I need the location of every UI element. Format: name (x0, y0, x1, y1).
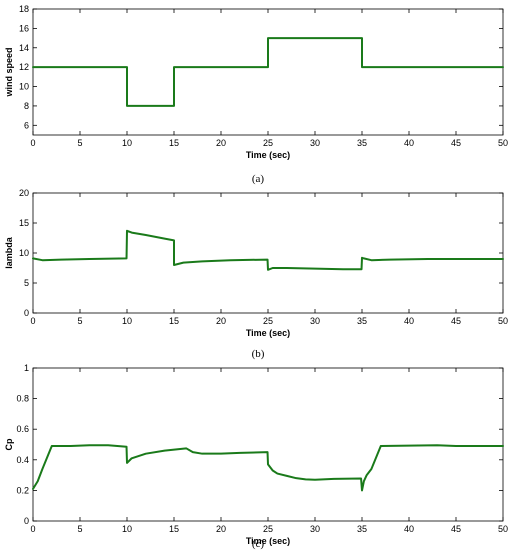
y-tick-label-a: 16 (19, 23, 29, 33)
y-tick-label-c: 1 (24, 363, 29, 373)
x-tick-label-c: 15 (169, 524, 179, 534)
y-axis-label-c: Cp (4, 438, 14, 450)
y-tick-label-a: 6 (24, 120, 29, 130)
x-tick-label-a: 25 (263, 138, 273, 148)
caption-c: (c) (252, 538, 265, 550)
x-tick-label-c: 25 (263, 524, 273, 534)
panel-c: 0 5 10 15 20 25 30 35 40 45 50 0 0.2 0.4 0.6 0.8 1 Time (… (4, 363, 508, 546)
x-tick-label-a: 20 (216, 138, 226, 148)
x-axis-label-c: Time (sec) (246, 536, 290, 546)
x-axis-label-a: Time (sec) (246, 150, 290, 160)
x-tick-label-b: 15 (169, 316, 179, 326)
x-tick-label-b: 40 (404, 316, 414, 326)
y-tick-label-a: 12 (19, 62, 29, 72)
panel-a: 0 5 10 15 20 25 30 35 40 45 50 6 8 10 12 14 16 18 Time (se… (4, 4, 508, 160)
x-tick-label-b: 45 (451, 316, 461, 326)
y-tick-label-c: 0.6 (16, 424, 29, 434)
x-tick-label-a: 5 (77, 138, 82, 148)
x-tick-label-b: 50 (498, 316, 508, 326)
x-tick-label-a: 15 (169, 138, 179, 148)
y-axis-label-a: wind speed (4, 47, 14, 97)
x-tick-label-c: 0 (30, 524, 35, 534)
x-tick-label-c: 40 (404, 524, 414, 534)
x-tick-label-b: 0 (30, 316, 35, 326)
x-tick-label-b: 25 (263, 316, 273, 326)
x-tick-label-b: 20 (216, 316, 226, 326)
series-line-a (32, 37, 504, 107)
x-tick-label-b: 5 (77, 316, 82, 326)
y-tick-label-b: 20 (19, 188, 29, 198)
y-tick-label-a: 18 (19, 4, 29, 14)
y-tick-label-b: 5 (24, 278, 29, 288)
y-tick-label-c: 0.8 (16, 394, 29, 404)
x-tick-label-c: 10 (122, 524, 132, 534)
x-tick-label-c: 50 (498, 524, 508, 534)
plot-frame-b (32, 192, 504, 314)
y-tick-label-c: 0 (24, 516, 29, 526)
y-tick-label-c: 0.2 (16, 485, 29, 495)
y-tick-label-b: 0 (24, 308, 29, 318)
x-tick-label-b: 35 (357, 316, 367, 326)
y-axis-label-b: lambda (4, 236, 14, 269)
y-tick-label-c: 0.4 (16, 455, 29, 465)
x-tick-label-b: 10 (122, 316, 132, 326)
y-tick-label-b: 15 (19, 218, 29, 228)
x-tick-label-a: 40 (404, 138, 414, 148)
y-tick-label-a: 14 (19, 43, 29, 53)
x-tick-label-a: 35 (357, 138, 367, 148)
x-tick-label-a: 45 (451, 138, 461, 148)
series-line-b (32, 229, 504, 271)
plot-frame-a (32, 8, 504, 136)
caption-b: (b) (252, 348, 265, 360)
x-tick-label-c: 30 (310, 524, 320, 534)
x-tick-label-a: 30 (310, 138, 320, 148)
x-tick-label-b: 30 (310, 316, 320, 326)
x-tick-label-a: 0 (30, 138, 35, 148)
panel-b: 0 5 10 15 20 25 30 35 40 45 50 0 5 10 15 20 Time (sec) la… (4, 188, 508, 338)
x-tick-label-c: 5 (77, 524, 82, 534)
x-tick-label-c: 20 (216, 524, 226, 534)
x-tick-label-a: 10 (122, 138, 132, 148)
x-tick-label-a: 50 (498, 138, 508, 148)
x-tick-label-c: 35 (357, 524, 367, 534)
y-tick-label-a: 8 (24, 101, 29, 111)
y-tick-label-b: 10 (19, 248, 29, 258)
series-line-c (32, 444, 504, 492)
x-axis-label-b: Time (sec) (246, 328, 290, 338)
y-tick-label-a: 10 (19, 82, 29, 92)
x-tick-label-c: 45 (451, 524, 461, 534)
caption-a: (a) (252, 173, 265, 185)
